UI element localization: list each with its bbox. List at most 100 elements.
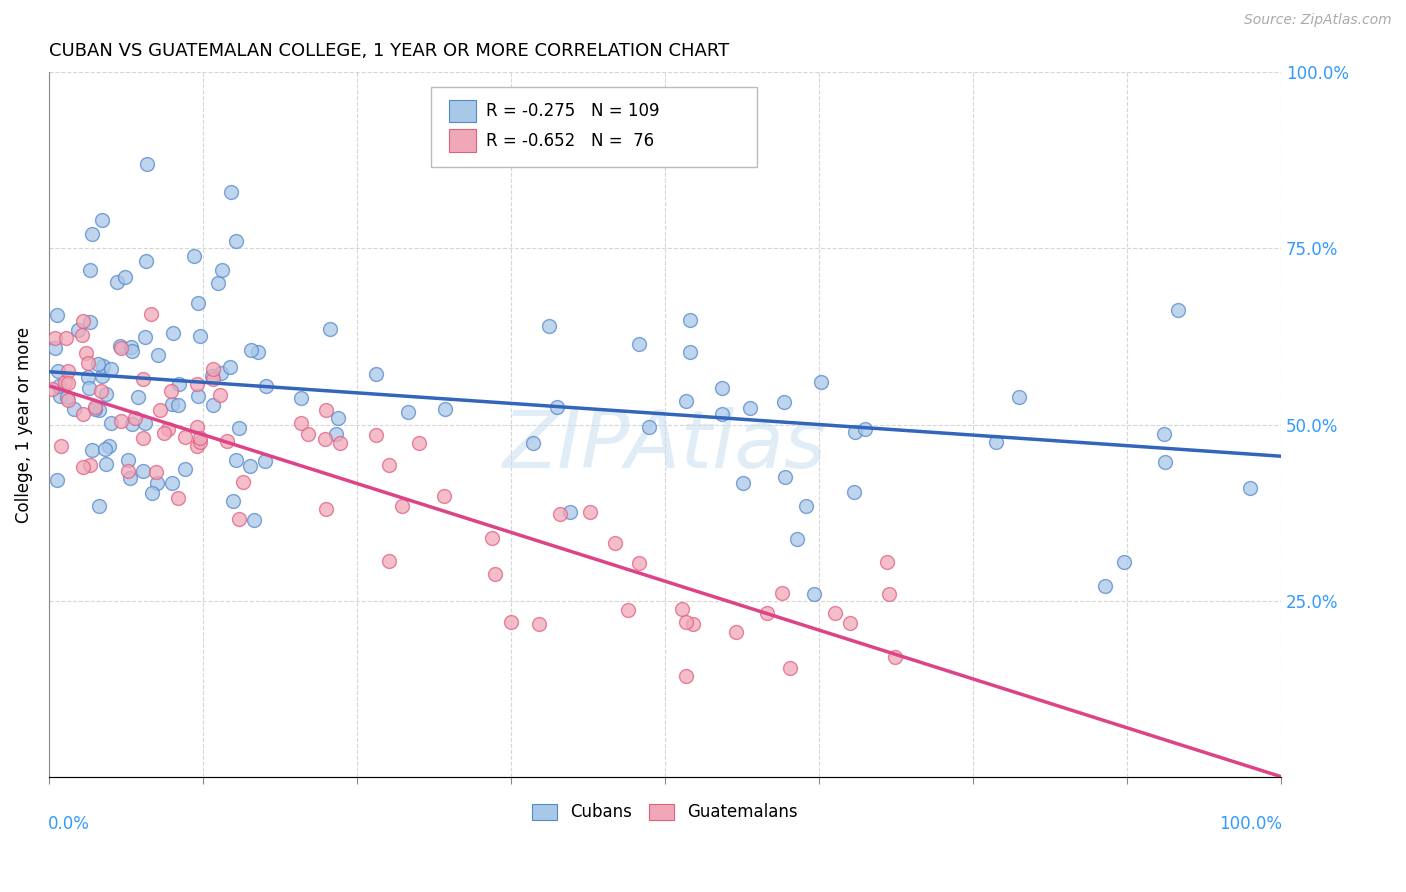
Point [120, 470, 142, 484]
Point [538, 319, 561, 334]
Point [1094, 579, 1116, 593]
Point [121, 343, 143, 358]
Point [481, 531, 503, 545]
Point [772, 394, 794, 409]
Point [844, 425, 866, 440]
Point [93, 442, 115, 456]
Point [522, 435, 544, 450]
Point [53, 376, 76, 390]
Point [58, 376, 80, 391]
Point [82, 443, 104, 458]
Point [243, 513, 266, 527]
Point [682, 617, 704, 632]
Point [208, 387, 231, 401]
Point [91, 359, 114, 374]
Point [433, 490, 456, 504]
Legend: Cubans, Guatemalans: Cubans, Guatemalans [526, 797, 804, 828]
Point [94, 387, 117, 401]
Point [44, 331, 66, 345]
Point [484, 567, 506, 582]
Point [617, 603, 640, 617]
Point [135, 157, 157, 171]
Point [201, 372, 224, 386]
Point [72, 314, 94, 328]
Point [560, 505, 582, 519]
Point [134, 330, 156, 344]
Point [90, 384, 112, 399]
Point [1153, 455, 1175, 469]
Point [546, 400, 568, 414]
Point [100, 416, 122, 430]
Point [187, 295, 209, 310]
Point [79, 262, 101, 277]
Point [733, 476, 755, 491]
Point [98, 439, 121, 453]
Point [56, 364, 79, 378]
Point [1008, 390, 1031, 404]
Point [110, 341, 132, 355]
Point [117, 453, 139, 467]
Point [207, 277, 229, 291]
Text: CUBAN VS GUATEMALAN COLLEGE, 1 YEAR OR MORE CORRELATION CHART: CUBAN VS GUATEMALAN COLLEGE, 1 YEAR OR M… [49, 42, 730, 60]
Point [91, 368, 114, 383]
Point [145, 476, 167, 491]
Point [105, 275, 128, 289]
Point [1114, 555, 1136, 569]
Point [149, 402, 172, 417]
Point [328, 411, 350, 425]
Point [377, 458, 399, 473]
Point [131, 431, 153, 445]
Point [773, 469, 796, 483]
Point [779, 661, 801, 675]
Point [314, 432, 336, 446]
Point [87, 403, 110, 417]
Point [183, 248, 205, 262]
Point [48, 379, 70, 393]
Point [315, 502, 337, 516]
Point [186, 420, 208, 434]
Y-axis label: College, 1 year or more: College, 1 year or more [15, 326, 32, 523]
Point [225, 452, 247, 467]
Text: ZIPAtlas: ZIPAtlas [503, 407, 827, 484]
Point [121, 417, 143, 431]
Point [884, 649, 907, 664]
Point [134, 417, 156, 431]
Point [187, 389, 209, 403]
Point [603, 536, 626, 550]
Point [166, 398, 188, 412]
Point [527, 617, 550, 632]
Point [120, 340, 142, 354]
Point [141, 307, 163, 321]
Point [209, 366, 232, 380]
Text: R = -0.652   N =  76: R = -0.652 N = 76 [486, 132, 654, 150]
Point [77, 356, 100, 370]
Point [87, 357, 110, 371]
Point [378, 554, 401, 568]
Point [201, 368, 224, 383]
Point [315, 403, 337, 417]
Point [80, 227, 103, 241]
Text: Source: ZipAtlas.com: Source: ZipAtlas.com [1244, 13, 1392, 28]
Point [135, 253, 157, 268]
Point [254, 454, 277, 468]
Point [679, 344, 702, 359]
Point [318, 322, 340, 336]
Point [145, 465, 167, 479]
Point [162, 326, 184, 340]
Point [499, 615, 522, 629]
Point [124, 411, 146, 425]
Point [408, 435, 430, 450]
Point [46, 364, 69, 378]
Point [297, 426, 319, 441]
Point [83, 400, 105, 414]
Point [433, 402, 456, 417]
Point [160, 384, 183, 399]
Point [153, 426, 176, 441]
Point [786, 533, 808, 547]
Point [166, 491, 188, 505]
Point [325, 426, 347, 441]
Point [100, 362, 122, 376]
Point [201, 399, 224, 413]
Point [876, 555, 898, 569]
Point [290, 417, 312, 431]
